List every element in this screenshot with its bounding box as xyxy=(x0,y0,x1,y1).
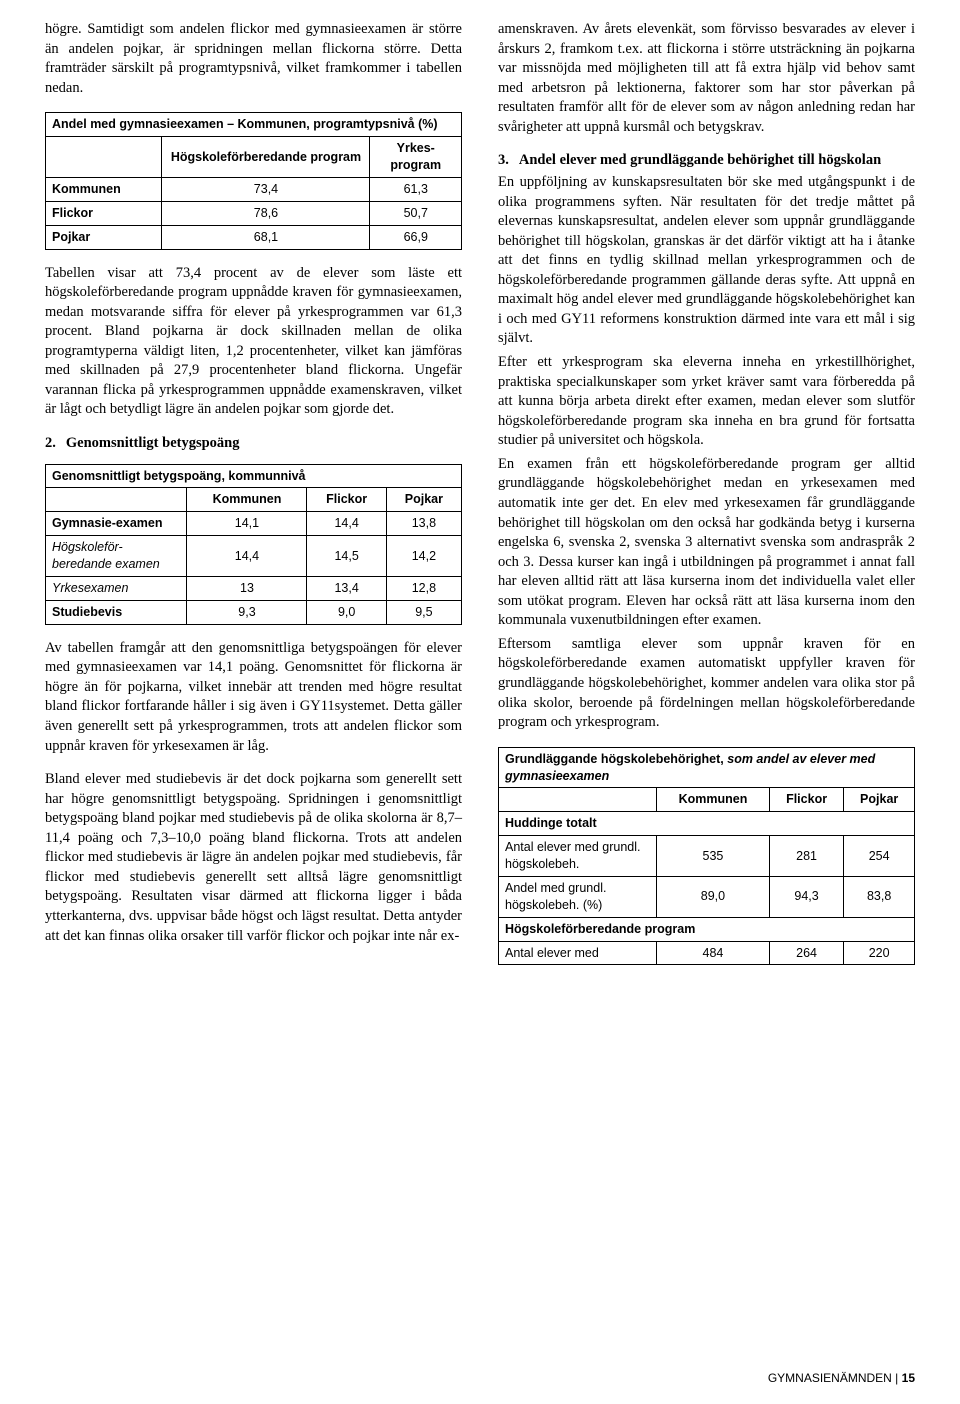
section-number: 3. xyxy=(498,151,509,171)
table-row: Antal elever med 484 264 220 xyxy=(499,941,915,965)
paragraph-studiebevis: Bland elever med studiebevis är det dock… xyxy=(45,770,462,946)
t1-r1-v1: 78,6 xyxy=(162,201,370,225)
t2-r0-0: 14,1 xyxy=(187,512,307,536)
section-number: 2. xyxy=(45,434,56,454)
table-row: Gymnasie-examen 14,1 14,4 13,8 xyxy=(46,512,462,536)
table-row: Antal elever med grundl. högskolebeh. 53… xyxy=(499,836,915,877)
t2-c1: Flickor xyxy=(307,488,386,512)
t1-r2-v2: 66,9 xyxy=(370,225,462,249)
table-row: Studiebevis 9,3 9,0 9,5 xyxy=(46,600,462,624)
t2-r2-2: 12,8 xyxy=(386,576,461,600)
t2-r3-0: 9,3 xyxy=(187,600,307,624)
paragraph-yrkesprogram: Efter ett yrkesprogram ska eleverna inne… xyxy=(498,353,915,451)
paragraph-uppfoljning: En uppföljning av kunskapsresultaten bör… xyxy=(498,173,915,349)
t3-title-a: Grundläggande högskolebehörighet, xyxy=(505,752,727,766)
left-column: högre. Samtidigt som andelen flickor med… xyxy=(45,20,480,1364)
t2-r1-2: 14,2 xyxy=(386,536,461,577)
t3-r2-l: Antal elever med xyxy=(499,941,657,965)
t2-r0-1: 14,4 xyxy=(307,512,386,536)
table-row: Kommunen 73,4 61,3 xyxy=(46,177,462,201)
t3-c2: Pojkar xyxy=(844,788,915,812)
intro-paragraph: högre. Samtidigt som andelen flickor med… xyxy=(45,20,462,98)
t3-r0-2: 254 xyxy=(844,836,915,877)
t3-r2-0: 484 xyxy=(657,941,770,965)
table1-title: Andel med gymnasieexamen – Kommunen, pro… xyxy=(46,113,462,137)
table-row: Andel med grundl. högskolebeh. (%) 89,0 … xyxy=(499,876,915,917)
table-andel-gymnasieexamen: Andel med gymnasieexamen – Kommunen, pro… xyxy=(45,112,462,249)
t3-r1-l: Andel med grundl. högskolebeh. (%) xyxy=(499,876,657,917)
t2-c0: Kommunen xyxy=(187,488,307,512)
table-row: Yrkesexamen 13 13,4 12,8 xyxy=(46,576,462,600)
t3-c1: Flickor xyxy=(769,788,843,812)
t2-r2-l: Yrkesexamen xyxy=(46,576,187,600)
t1-r0-v2: 61,3 xyxy=(370,177,462,201)
t3-r1-2: 83,8 xyxy=(844,876,915,917)
t2-r3-1: 9,0 xyxy=(307,600,386,624)
paragraph-table1-analysis: Tabellen visar att 73,4 procent av de el… xyxy=(45,264,462,421)
table2-title: Genomsnittligt betygspoäng, kommunnivå xyxy=(46,464,462,488)
t2-r0-2: 13,8 xyxy=(386,512,461,536)
t2-c2: Pojkar xyxy=(386,488,461,512)
t1-r2-label: Pojkar xyxy=(46,225,162,249)
t2-r3-2: 9,5 xyxy=(386,600,461,624)
t2-r1-l: Högskoleför-beredande examen xyxy=(46,536,187,577)
table-betygspoang: Genomsnittligt betygspoäng, kommunnivå K… xyxy=(45,464,462,625)
page-footer: GYMNASIENÄMNDEN | 15 xyxy=(768,1370,915,1386)
table-row: Pojkar 68,1 66,9 xyxy=(46,225,462,249)
t3-r1-1: 94,3 xyxy=(769,876,843,917)
t3-r0-0: 535 xyxy=(657,836,770,877)
right-column: amenskraven. Av årets elevenkät, som för… xyxy=(480,20,915,1364)
t2-r2-0: 13 xyxy=(187,576,307,600)
t3-r1-0: 89,0 xyxy=(657,876,770,917)
paragraph-examen: En examen från ett högskoleförberedande … xyxy=(498,455,915,631)
t1-r0-label: Kommunen xyxy=(46,177,162,201)
table1-col2: Yrkes-program xyxy=(370,137,462,178)
t2-r1-0: 14,4 xyxy=(187,536,307,577)
table-subheader: Högskoleförberedande program xyxy=(499,917,915,941)
t3-r2-2: 220 xyxy=(844,941,915,965)
t1-r1-label: Flickor xyxy=(46,201,162,225)
section-title: Andel elever med grundläggande behörighe… xyxy=(519,151,915,171)
t3-sub1: Huddinge totalt xyxy=(499,812,915,836)
section-3-heading: 3. Andel elever med grundläggande behöri… xyxy=(498,151,915,171)
t1-r1-v2: 50,7 xyxy=(370,201,462,225)
t2-r2-1: 13,4 xyxy=(307,576,386,600)
table1-col1: Högskoleförberedande program xyxy=(162,137,370,178)
paragraph-amenskraven: amenskraven. Av årets elevenkät, som för… xyxy=(498,20,915,137)
table-row: Högskoleför-beredande examen 14,4 14,5 1… xyxy=(46,536,462,577)
section-title: Genomsnittligt betygspoäng xyxy=(66,434,462,454)
table-subheader: Huddinge totalt xyxy=(499,812,915,836)
t3-r0-l: Antal elever med grundl. högskolebeh. xyxy=(499,836,657,877)
t3-sub2: Högskoleförberedande program xyxy=(499,917,915,941)
footer-label: GYMNASIENÄMNDEN xyxy=(768,1371,892,1385)
t3-c0: Kommunen xyxy=(657,788,770,812)
t3-r2-1: 264 xyxy=(769,941,843,965)
t3-r0-1: 281 xyxy=(769,836,843,877)
page-number: 15 xyxy=(902,1371,915,1385)
table-grundlaggande-behorighet: Grundläggande högskolebehörighet, som an… xyxy=(498,747,915,966)
table-row: Flickor 78,6 50,7 xyxy=(46,201,462,225)
t2-r3-l: Studiebevis xyxy=(46,600,187,624)
table3-title: Grundläggande högskolebehörighet, som an… xyxy=(499,747,915,788)
section-2-heading: 2. Genomsnittligt betygspoäng xyxy=(45,434,462,454)
t2-r1-1: 14,5 xyxy=(307,536,386,577)
t1-r2-v1: 68,1 xyxy=(162,225,370,249)
paragraph-samtliga: Eftersom samtliga elever som uppnår krav… xyxy=(498,635,915,733)
footer-separator: | xyxy=(895,1371,898,1385)
paragraph-table2-analysis: Av tabellen framgår att den genomsnittli… xyxy=(45,639,462,756)
t2-r0-l: Gymnasie-examen xyxy=(46,512,187,536)
t1-r0-v1: 73,4 xyxy=(162,177,370,201)
